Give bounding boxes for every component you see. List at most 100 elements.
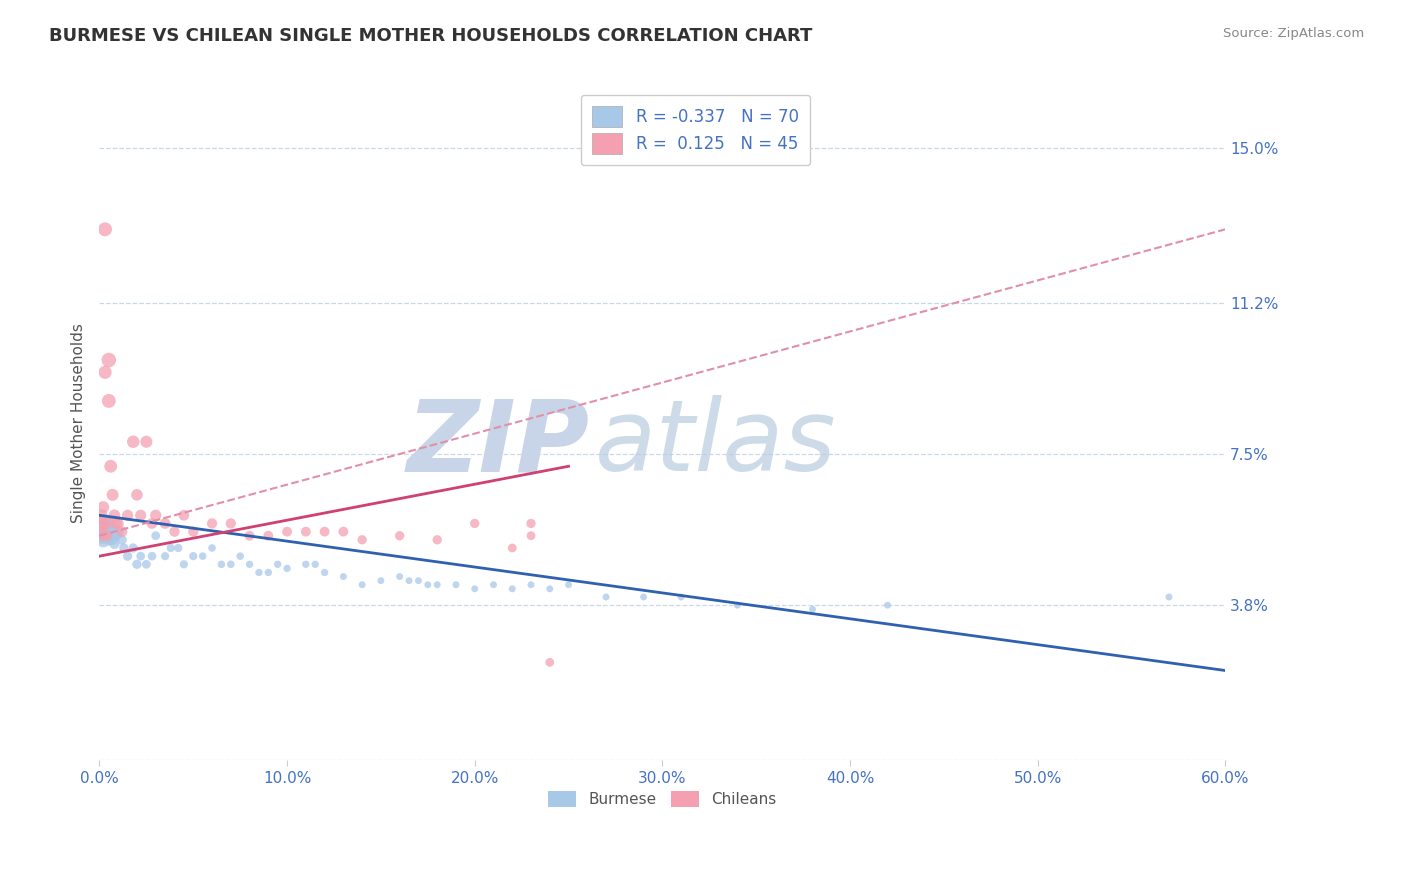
- Point: [100, 520, 122, 534]
- Point: [801, 602, 824, 616]
- Point: [257, 529, 280, 543]
- Point: [94, 222, 117, 236]
- Point: [209, 558, 232, 572]
- Point: [557, 578, 579, 592]
- Point: [103, 508, 125, 523]
- Point: [332, 524, 354, 539]
- Point: [96, 529, 118, 543]
- Point: [876, 598, 898, 612]
- Point: [181, 524, 204, 539]
- Point: [129, 508, 152, 523]
- Point: [314, 524, 336, 539]
- Point: [145, 529, 167, 543]
- Point: [426, 533, 449, 547]
- Point: [90, 516, 112, 531]
- Point: [101, 533, 124, 547]
- Point: [352, 578, 374, 592]
- Point: [97, 524, 120, 539]
- Point: [97, 393, 120, 408]
- Point: [173, 508, 195, 523]
- Point: [167, 541, 190, 555]
- Point: [90, 529, 112, 543]
- Point: [482, 578, 505, 592]
- Point: [91, 529, 114, 543]
- Point: [135, 434, 157, 449]
- Point: [153, 549, 176, 563]
- Text: Source: ZipAtlas.com: Source: ZipAtlas.com: [1223, 27, 1364, 40]
- Point: [97, 353, 120, 368]
- Point: [267, 558, 290, 572]
- Point: [111, 533, 134, 547]
- Point: [91, 533, 114, 547]
- Point: [201, 516, 224, 531]
- Point: [101, 524, 124, 539]
- Point: [295, 524, 318, 539]
- Point: [91, 529, 114, 543]
- Point: [100, 529, 122, 543]
- Point: [388, 569, 411, 583]
- Point: [91, 516, 114, 531]
- Point: [398, 574, 420, 588]
- Point: [90, 508, 112, 523]
- Point: [96, 516, 118, 531]
- Point: [501, 582, 523, 596]
- Point: [94, 520, 117, 534]
- Point: [520, 516, 543, 531]
- Point: [159, 541, 181, 555]
- Point: [444, 578, 467, 592]
- Point: [669, 590, 692, 604]
- Point: [538, 656, 561, 670]
- Point: [141, 549, 163, 563]
- Point: [247, 566, 270, 580]
- Text: ZIP: ZIP: [406, 395, 589, 492]
- Point: [105, 529, 128, 543]
- Point: [520, 529, 543, 543]
- Point: [101, 488, 124, 502]
- Point: [117, 508, 139, 523]
- Point: [117, 549, 139, 563]
- Point: [388, 529, 411, 543]
- Point: [107, 516, 129, 531]
- Point: [97, 516, 120, 531]
- Point: [464, 516, 486, 531]
- Point: [96, 529, 118, 543]
- Point: [125, 488, 148, 502]
- Point: [352, 533, 374, 547]
- Point: [538, 582, 561, 596]
- Point: [304, 558, 326, 572]
- Point: [464, 582, 486, 596]
- Point: [219, 516, 242, 531]
- Point: [135, 558, 157, 572]
- Point: [153, 516, 176, 531]
- Point: [219, 558, 242, 572]
- Point: [90, 516, 112, 531]
- Point: [426, 578, 449, 592]
- Point: [163, 524, 186, 539]
- Point: [105, 516, 128, 531]
- Point: [314, 566, 336, 580]
- Point: [94, 524, 117, 539]
- Point: [141, 516, 163, 531]
- Point: [238, 529, 260, 543]
- Point: [103, 529, 125, 543]
- Point: [90, 524, 112, 539]
- Point: [129, 549, 152, 563]
- Legend: Burmese, Chileans: Burmese, Chileans: [543, 785, 783, 814]
- Point: [416, 578, 439, 592]
- Point: [107, 524, 129, 539]
- Point: [1157, 590, 1180, 604]
- Point: [91, 516, 114, 531]
- Point: [595, 590, 617, 604]
- Text: atlas: atlas: [595, 395, 837, 492]
- Point: [122, 541, 145, 555]
- Point: [181, 549, 204, 563]
- Point: [90, 524, 112, 539]
- Point: [332, 569, 354, 583]
- Point: [191, 549, 214, 563]
- Point: [122, 434, 145, 449]
- Point: [97, 533, 120, 547]
- Point: [145, 508, 167, 523]
- Point: [238, 558, 260, 572]
- Point: [370, 574, 392, 588]
- Point: [229, 549, 252, 563]
